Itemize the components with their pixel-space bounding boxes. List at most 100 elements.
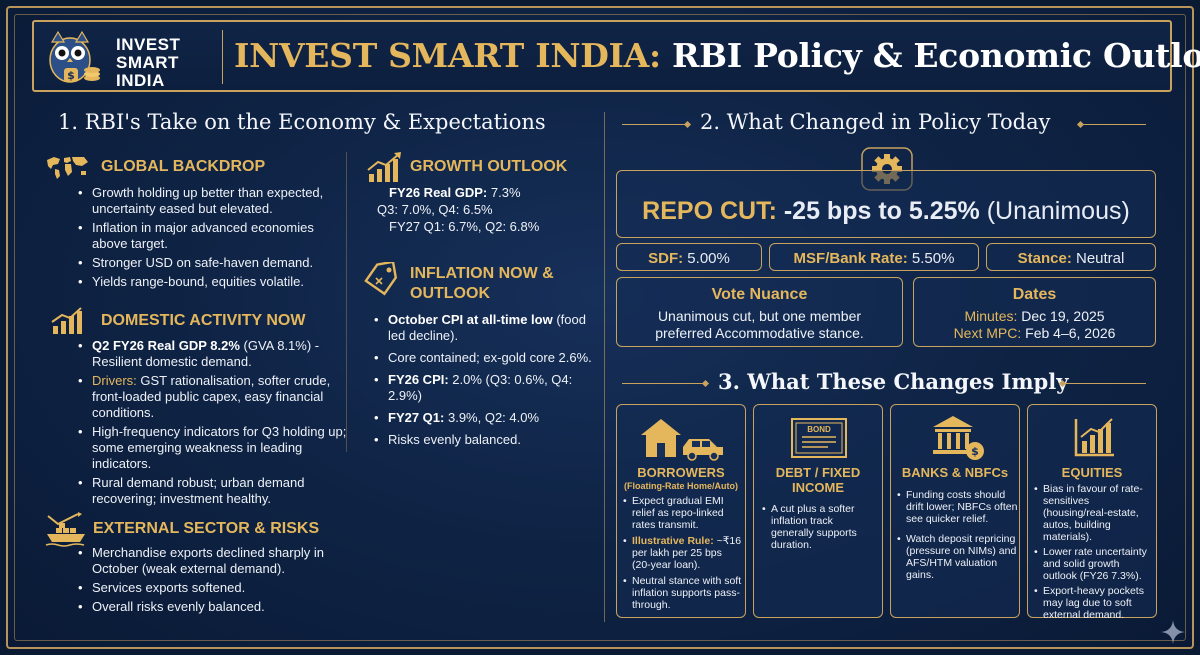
list-item: Lower rate uncertainty and solid growth … (1034, 546, 1156, 582)
borrowers-title: BORROWERS (637, 465, 725, 480)
vote-line-2: preferred Accommodative stance. (655, 325, 864, 341)
equities-list: Bias in favour of rate-sensitives (housi… (1034, 483, 1156, 625)
growth-outlook-list: FY26 Real GDP: 7.3% Q3: 7.0%, Q4: 6.5% F… (377, 184, 589, 235)
list-item: Merchandise exports declined sharply in … (76, 545, 366, 577)
minutes-line: Minutes: Dec 19, 2025 (914, 308, 1155, 325)
sdf-value: 5.00% (683, 250, 730, 267)
vote-nuance-title: Vote Nuance (711, 286, 808, 303)
global-backdrop-list: Growth holding up better than expected, … (76, 185, 346, 293)
repo-cut-box: REPO CUT: -25 bps to 5.25% (Unanimous) (616, 170, 1156, 238)
list-item: Yields range-bound, equities volatile. (76, 274, 346, 290)
stance-text: Stance: Neutral (987, 250, 1155, 267)
illustrative-rule-detail: ~₹16 per lakh per 25 bps (20-year loan). (632, 535, 742, 571)
section1-title: 1. RBI's Take on the Economy & Expectati… (58, 110, 546, 134)
msf-label: MSF/Bank Rate: (793, 250, 908, 267)
debt-card: BOND DEBT / FIXED INCOME A cut plus a so… (753, 404, 883, 618)
brand-line-3: INDIA (116, 71, 165, 90)
fy26-cpi-detail: 2.0% (Q3: 0.6%, Q4: 2.9%) (388, 372, 573, 403)
svg-text:$: $ (971, 445, 979, 458)
list-item: Drivers: GST rationalisation, softer cru… (76, 373, 356, 421)
external-sector-title: EXTERNAL SECTOR & RISKS (93, 520, 320, 537)
title-rest: RBI Policy & Economic Outlook (660, 36, 1200, 75)
sdf-box: SDF: 5.00% (616, 243, 762, 271)
cpi-highlight: October CPI at all-time low (388, 312, 553, 327)
gdp-value: 7.3% (487, 185, 521, 200)
list-item: Overall risks evenly balanced. (76, 599, 366, 615)
header-banner: $ INVEST SMART INDIA INVEST SMART INDIA:… (32, 20, 1200, 92)
stance-label: Stance: (1017, 250, 1072, 267)
next-mpc-label: Next MPC: (953, 325, 1022, 341)
banks-card: $ BANKS & NBFCs Funding costs should dri… (890, 404, 1020, 618)
sparkle-icon (1161, 620, 1185, 644)
inner-frame (14, 14, 1186, 641)
borrowers-subtitle: (Floating-Rate Home/Auto) (624, 481, 738, 491)
list-item: Illustrative Rule: ~₹16 per lakh per 25 … (623, 535, 743, 571)
next-mpc-line: Next MPC: Feb 4–6, 2026 (914, 325, 1155, 342)
inflation-list: October CPI at all-time low (food led de… (372, 312, 600, 451)
repo-note: (Unanimous) (979, 197, 1130, 225)
debt-title-line1: DEBT / FIXED (775, 465, 861, 480)
equities-title: EQUITIES (1061, 465, 1123, 480)
header-divider (222, 30, 223, 84)
drivers-label: Drivers: (92, 373, 137, 388)
dates-body: Minutes: Dec 19, 2025 Next MPC: Feb 4–6,… (914, 308, 1155, 342)
bond-label: BOND (807, 425, 831, 434)
minutes-value: Dec 19, 2025 (1017, 308, 1105, 324)
price-tag-icon (364, 262, 398, 296)
bond-certificate-icon (791, 418, 847, 458)
list-item: Growth holding up better than expected, … (76, 185, 346, 217)
list-item: Inflation in major advanced economies ab… (76, 220, 346, 252)
fy27-detail: 3.9%, Q2: 4.0% (444, 410, 540, 425)
title-ornament-left (622, 124, 688, 125)
list-item: FY26 CPI: 2.0% (Q3: 0.6%, Q4: 2.9%) (372, 372, 600, 404)
inflation-title: INFLATION NOW & OUTLOOK (410, 264, 554, 304)
sdf-label: SDF: (648, 250, 684, 267)
msf-box: MSF/Bank Rate: 5.50% (769, 243, 979, 271)
vote-nuance-body: Unanimous cut, but one member preferred … (617, 308, 902, 342)
banks-list: Funding costs should drift lower; NBFCs … (897, 489, 1019, 585)
list-item: Bias in favour of rate-sensitives (housi… (1034, 483, 1156, 543)
stance-value: Neutral (1071, 250, 1125, 267)
list-item: Rural demand robust; urban demand recove… (76, 475, 356, 507)
section3-title: 3. What These Changes Imply (718, 369, 1069, 394)
msf-text: MSF/Bank Rate: 5.50% (770, 250, 978, 267)
list-item: High-frequency indicators for Q3 holding… (76, 424, 356, 472)
world-map-icon (47, 157, 88, 179)
list-item: October CPI at all-time low (food led de… (372, 312, 600, 344)
fy27-label: FY27 Q1: (388, 410, 445, 425)
main-divider (604, 112, 605, 622)
inflation-title-line1: INFLATION NOW & (410, 265, 554, 282)
illustrative-rule-label: Illustrative Rule: (632, 535, 714, 547)
msf-value: 5.50% (907, 250, 955, 267)
brand-logo: $ INVEST SMART INDIA (44, 28, 214, 90)
debt-title: DEBT / FIXED INCOME (754, 465, 882, 495)
list-item: Risks evenly balanced. (372, 432, 600, 448)
gdp-figure: Q2 FY26 Real GDP 8.2% (92, 338, 240, 353)
svg-text:$: $ (67, 69, 75, 82)
vote-nuance-box: Vote Nuance Unanimous cut, but one membe… (616, 277, 903, 347)
stock-chart-icon (1074, 418, 1114, 457)
global-backdrop-title: GLOBAL BACKDROP (101, 158, 266, 175)
brand-line-1: INVEST (116, 35, 181, 54)
dates-box: Dates Minutes: Dec 19, 2025 Next MPC: Fe… (913, 277, 1156, 347)
house-car-icon (641, 419, 723, 461)
borrowers-list: Expect gradual EMI relief as repo-linked… (623, 495, 743, 615)
drivers-detail: GST rationalisation, softer crude, front… (92, 373, 331, 420)
section2-title: 2. What Changed in Policy Today (700, 110, 1051, 134)
list-item: Core contained; ex-gold core 2.6%. (372, 350, 600, 366)
dates-title: Dates (1012, 286, 1057, 303)
list-item: Expect gradual EMI relief as repo-linked… (623, 495, 743, 531)
bank-icon: $ (933, 416, 984, 460)
domestic-activity-title: DOMESTIC ACTIVITY NOW (101, 312, 306, 329)
list-item: Export-heavy pockets may lag due to soft… (1034, 585, 1156, 621)
list-item: A cut plus a softer inflation track gene… (762, 503, 878, 551)
borrowers-card: BORROWERS (Floating-Rate Home/Auto) Expe… (616, 404, 746, 618)
bar-chart-icon (51, 307, 82, 334)
repo-value: -25 bps to 5.25% (776, 197, 980, 225)
growth-outlook-title: GROWTH OUTLOOK (410, 158, 568, 175)
list-item: FY27 Q1: 6.7%, Q2: 6.8% (389, 219, 540, 234)
repo-label: REPO CUT: (642, 197, 777, 225)
brand-name: INVEST SMART INDIA (116, 36, 180, 90)
equities-card: EQUITIES Bias in favour of rate-sensitiv… (1027, 404, 1157, 621)
growth-chart-icon (367, 152, 401, 182)
